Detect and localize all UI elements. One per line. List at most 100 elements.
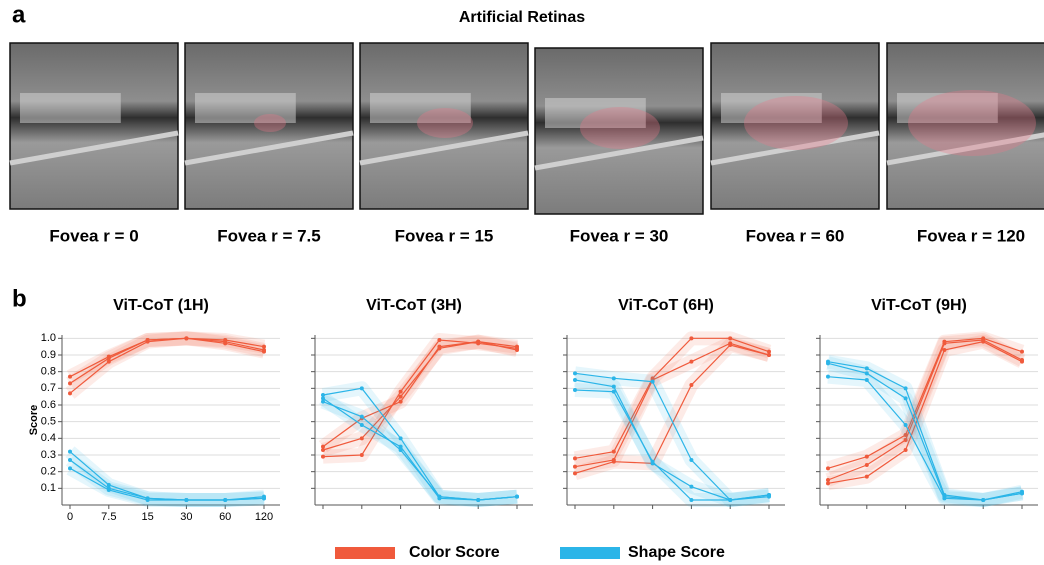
x-tick-label: 120 bbox=[255, 511, 273, 523]
caption: Fovea r = 120 bbox=[917, 226, 1025, 245]
point bbox=[826, 361, 830, 365]
photo bbox=[10, 43, 178, 209]
point bbox=[360, 386, 364, 390]
image-row: Fovea r = 0 Fovea r = 7.5 Fovea r = 15 Fove… bbox=[10, 43, 1044, 245]
point bbox=[865, 378, 869, 382]
point bbox=[476, 498, 480, 502]
point bbox=[107, 488, 111, 492]
point bbox=[981, 340, 985, 344]
x-tick-label: 60 bbox=[219, 511, 231, 523]
point bbox=[146, 340, 150, 344]
point bbox=[68, 450, 72, 454]
page: a Artificial Retinas Fovea r = 0Fovea r … bbox=[0, 0, 1044, 565]
chart-title: ViT-CoT (1H) bbox=[113, 297, 209, 314]
point bbox=[826, 481, 830, 485]
y-tick-label: 0.4 bbox=[41, 432, 56, 444]
fovea bbox=[744, 96, 848, 150]
point bbox=[437, 338, 441, 342]
caption: Fovea r = 7.5 bbox=[217, 226, 320, 245]
y-axis-label: Score bbox=[28, 405, 40, 436]
band bbox=[70, 338, 264, 393]
y-tick-label: 0.8 bbox=[41, 366, 56, 378]
point bbox=[1020, 491, 1024, 495]
point bbox=[689, 336, 693, 340]
point bbox=[942, 348, 946, 352]
point bbox=[612, 460, 616, 464]
point bbox=[184, 336, 188, 340]
point bbox=[767, 353, 771, 357]
point bbox=[767, 495, 771, 499]
x-tick-label: 15 bbox=[141, 511, 153, 523]
chart: ViT-CoT (3H) bbox=[311, 297, 533, 509]
fovea bbox=[417, 108, 473, 138]
point bbox=[184, 498, 188, 502]
point bbox=[223, 498, 227, 502]
point bbox=[107, 360, 111, 364]
point bbox=[515, 346, 519, 350]
figure: a Artificial Retinas Fovea r = 0Fovea r … bbox=[0, 0, 1044, 565]
chart-title: ViT-CoT (9H) bbox=[871, 297, 967, 314]
caption: Fovea r = 0 bbox=[49, 226, 138, 245]
point bbox=[262, 496, 266, 500]
caption: Fovea r = 15 bbox=[395, 226, 494, 245]
point bbox=[223, 341, 227, 345]
point bbox=[865, 463, 869, 467]
y-tick-label: 0.3 bbox=[41, 449, 56, 461]
point bbox=[904, 396, 908, 400]
point bbox=[321, 400, 325, 404]
y-tick-label: 1.0 bbox=[41, 332, 56, 344]
point bbox=[651, 380, 655, 384]
point bbox=[1020, 360, 1024, 364]
photo-detail bbox=[20, 93, 121, 123]
point bbox=[904, 448, 908, 452]
fovea bbox=[580, 107, 660, 149]
x-tick-label: 0 bbox=[67, 511, 73, 523]
legend-label: Shape Score bbox=[628, 544, 725, 561]
point bbox=[360, 453, 364, 457]
chart-title: ViT-CoT (6H) bbox=[618, 297, 714, 314]
point bbox=[262, 350, 266, 354]
point bbox=[321, 455, 325, 459]
chart: ViT-CoT (6H) bbox=[563, 297, 785, 509]
point bbox=[728, 498, 732, 502]
chart-row: ViT-CoT (1H)Score0.10.20.30.40.50.60.70.… bbox=[28, 297, 1038, 523]
point bbox=[689, 498, 693, 502]
caption: Fovea r = 30 bbox=[570, 226, 669, 245]
point bbox=[146, 498, 150, 502]
panel-label: a bbox=[12, 1, 26, 28]
point bbox=[68, 466, 72, 470]
point bbox=[689, 383, 693, 387]
x-tick-label: 7.5 bbox=[101, 511, 116, 523]
point bbox=[689, 458, 693, 462]
point bbox=[399, 448, 403, 452]
point bbox=[68, 391, 72, 395]
y-tick-label: 0.7 bbox=[41, 382, 56, 394]
y-tick-label: 0.6 bbox=[41, 399, 56, 411]
point bbox=[573, 471, 577, 475]
point bbox=[399, 390, 403, 394]
point bbox=[515, 495, 519, 499]
fovea bbox=[254, 114, 286, 132]
point bbox=[68, 458, 72, 462]
band bbox=[575, 338, 769, 458]
panel-label: b bbox=[12, 285, 27, 312]
point bbox=[689, 485, 693, 489]
x-tick-label: 30 bbox=[180, 511, 192, 523]
chart: ViT-CoT (1H)Score0.10.20.30.40.50.60.70.… bbox=[28, 297, 280, 523]
chart: ViT-CoT (9H) bbox=[816, 297, 1038, 509]
y-tick-label: 0.1 bbox=[41, 482, 56, 494]
point bbox=[476, 341, 480, 345]
point bbox=[728, 343, 732, 347]
legend-label: Color Score bbox=[409, 544, 500, 561]
point bbox=[865, 475, 869, 479]
fovea bbox=[908, 90, 1036, 156]
point bbox=[904, 423, 908, 427]
point bbox=[573, 388, 577, 392]
legend: Color Score Shape Score bbox=[335, 544, 725, 561]
point bbox=[689, 360, 693, 364]
point bbox=[942, 496, 946, 500]
point bbox=[573, 378, 577, 382]
caption: Fovea r = 60 bbox=[746, 226, 845, 245]
point bbox=[651, 460, 655, 464]
point bbox=[826, 466, 830, 470]
